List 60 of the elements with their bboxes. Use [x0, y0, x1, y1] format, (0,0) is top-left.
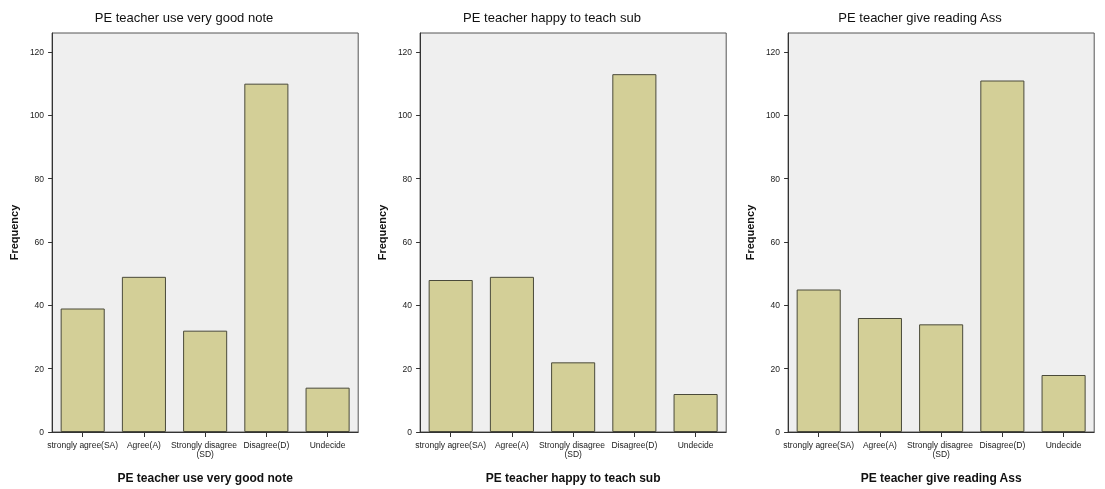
x-tick-label: strongly agree(SA) [783, 439, 855, 450]
bar [1041, 375, 1086, 432]
y-tick-label: 80 [34, 173, 45, 184]
y-tick-label: 0 [39, 427, 45, 437]
bar [244, 83, 289, 432]
y-tick-label: 20 [770, 363, 781, 374]
y-tick-label: 80 [402, 173, 413, 184]
x-axis-title: PE teacher use very good note [117, 471, 294, 485]
x-tick-label: Strongly disagree (SD) [170, 439, 240, 459]
bar [551, 362, 596, 432]
x-tick-label: Disagree(D) [979, 439, 1026, 450]
y-tick-label: 0 [775, 427, 781, 437]
bar [121, 276, 166, 432]
x-axis-title: PE teacher happy to teach sub [485, 471, 661, 485]
y-axis-title: Frequency [7, 203, 20, 261]
x-tick-label: Agree(A) [862, 439, 898, 450]
chart-title: PE teacher use very good note [94, 10, 274, 25]
y-axis-title: Frequency [743, 203, 756, 261]
y-tick-label: 120 [765, 47, 781, 57]
x-tick-label: Disagree(D) [611, 439, 658, 450]
bar [673, 394, 718, 432]
bar [796, 289, 841, 432]
x-tick-label: Undecide [1045, 439, 1082, 450]
y-tick-label: 120 [29, 47, 45, 57]
x-tick-label: Strongly disagree (SD) [906, 439, 976, 459]
y-axis-title: Frequency [375, 203, 388, 261]
bar [428, 280, 473, 432]
x-tick-label: Disagree(D) [243, 439, 290, 450]
x-tick-label: Undecide [677, 439, 714, 450]
y-tick-label: 40 [34, 300, 45, 311]
y-tick-label: 100 [397, 110, 413, 121]
y-tick-label: 120 [397, 47, 413, 57]
chart-title: PE teacher happy to teach sub [463, 10, 641, 25]
y-tick-label: 60 [770, 237, 781, 247]
y-tick-label: 40 [770, 300, 781, 311]
bar [305, 387, 350, 432]
x-tick-label: Strongly disagree (SD) [538, 439, 608, 459]
x-tick-label: Undecide [309, 439, 346, 450]
chart-title: PE teacher give reading Ass [838, 10, 1003, 25]
bar [980, 80, 1025, 432]
bar [612, 74, 657, 432]
y-tick-label: 60 [34, 237, 45, 247]
x-tick-label: strongly agree(SA) [47, 439, 119, 450]
y-tick-label: 40 [402, 300, 413, 311]
y-tick-label: 80 [770, 173, 781, 184]
bar [489, 276, 534, 432]
y-tick-label: 60 [402, 237, 413, 247]
x-tick-label: strongly agree(SA) [415, 439, 487, 450]
y-tick-label: 100 [765, 110, 781, 121]
bar [183, 330, 228, 432]
y-tick-label: 20 [34, 363, 45, 374]
bar [857, 318, 902, 432]
x-tick-label: Agree(A) [494, 439, 530, 450]
bar [60, 308, 105, 432]
bar [919, 324, 964, 432]
y-tick-label: 20 [402, 363, 413, 374]
y-tick-label: 0 [407, 427, 413, 437]
x-axis-title: PE teacher give reading Ass [860, 471, 1022, 485]
x-tick-label: Agree(A) [126, 439, 162, 450]
y-tick-label: 100 [29, 110, 45, 121]
